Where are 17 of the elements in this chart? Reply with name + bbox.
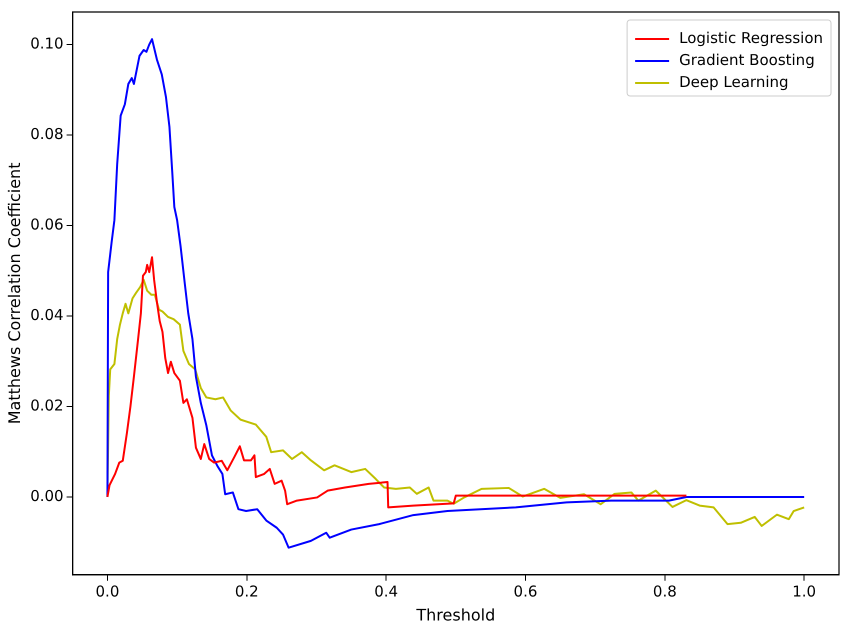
x-tick-label: 0.6: [514, 582, 538, 601]
y-tick-label: 0.10: [30, 34, 64, 52]
legend-label: Gradient Boosting: [679, 50, 815, 69]
y-tick-label: 0.00: [30, 486, 64, 505]
legend-label: Deep Learning: [679, 72, 789, 91]
x-tick-label: 0.2: [234, 582, 259, 601]
x-tick-label: 1.0: [792, 582, 816, 601]
y-tick-label: 0.08: [30, 124, 64, 143]
y-axis-title: Matthews Correlation Coefficient: [4, 162, 24, 424]
x-tick-label: 0.8: [652, 582, 677, 601]
x-tick-label: 0.4: [374, 582, 398, 601]
y-tick-label: 0.06: [30, 215, 64, 234]
y-tick-label: 0.04: [30, 306, 64, 324]
x-axis-title: Threshold: [415, 606, 496, 625]
y-tick-label: 0.02: [30, 396, 64, 414]
legend-label: Logistic Regression: [679, 28, 824, 47]
x-tick-label: 0.0: [96, 582, 120, 601]
